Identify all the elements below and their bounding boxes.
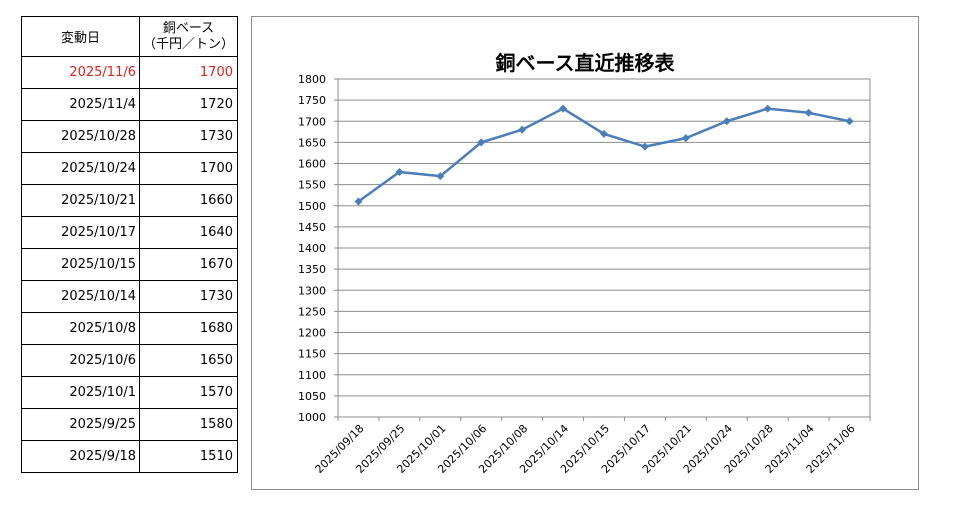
table-header-row: 変動日 銅ベース （千円／トン） [21,16,238,57]
y-tick-label: 1650 [298,136,326,149]
y-tick-label: 1150 [298,348,326,361]
chart-area: 銅ベース直近推移表 1000 1050 1100 1150 1200 1250 1300 13… [251,16,919,490]
value-header-line2: （千円／トン） [142,36,234,52]
row-value: 1510 [139,440,238,473]
table-row: 2025/11/4 1720 [21,88,238,121]
table-row: 2025/10/24 1700 [21,152,238,185]
row-value: 1730 [139,280,238,313]
row-value: 1670 [139,248,238,281]
series-line [357,107,850,203]
y-tick-label: 1000 [298,411,326,424]
row-date: 2025/10/8 [21,312,140,345]
data-point [518,125,527,134]
row-value: 1720 [139,88,238,121]
y-tick-label: 1300 [298,284,326,297]
date-column-header: 変動日 [21,16,140,57]
price-table: 変動日 銅ベース （千円／トン） 2025/11/6 1700 2025/11/4 1… [21,16,238,473]
row-date: 2025/10/15 [21,248,140,281]
data-point [395,167,404,176]
row-date: 2025/10/6 [21,344,140,377]
value-header-line1: 銅ベース [162,20,215,36]
value-column-header: 銅ベース （千円／トン） [139,16,238,57]
y-tick-label: 1550 [298,179,326,192]
row-date: 2025/9/25 [21,408,140,441]
row-value: 1570 [139,376,238,409]
table-row: 2025/10/6 1650 [21,344,238,377]
table-row: 2025/10/21 1660 [21,184,238,217]
data-point [804,108,813,117]
y-tick-label: 1700 [298,115,326,128]
data-point [436,172,445,181]
row-date: 2025/10/21 [21,184,140,217]
row-date: 2025/10/24 [21,152,140,185]
y-tick-label: 1200 [298,327,326,340]
row-value: 1650 [139,344,238,377]
row-value: 1730 [139,120,238,153]
row-value: 1580 [139,408,238,441]
row-date: 2025/10/28 [21,120,140,153]
data-point [845,117,854,126]
y-tick-label: 1400 [298,242,326,255]
data-point [640,142,649,151]
row-date: 2025/10/17 [21,216,140,249]
table-row: 2025/9/25 1580 [21,408,238,441]
row-value: 1660 [139,184,238,217]
row-value: 1700 [139,56,238,89]
data-point [722,117,731,126]
row-date: 2025/10/14 [21,280,140,313]
table-row: 2025/10/8 1680 [21,312,238,345]
line-chart: 1000 1050 1100 1150 1200 1250 1300 1350 1400 1450… [298,73,871,476]
chart-title: 銅ベース直近推移表 [495,51,675,75]
data-point [600,129,608,138]
row-date: 2025/11/6 [21,56,140,89]
y-tick-label: 1750 [298,94,326,107]
data-point [559,104,568,113]
row-value: 1680 [139,312,238,345]
row-date: 2025/11/4 [21,88,140,121]
table-row: 2025/10/17 1640 [21,216,238,249]
table-row: 2025/10/1 1570 [21,376,238,409]
y-tick-label: 1600 [298,158,326,171]
y-tick-label: 1500 [298,200,326,213]
row-date: 2025/9/18 [21,440,140,473]
y-tick-label: 1800 [298,73,326,86]
table-row: 2025/9/18 1510 [21,440,238,473]
data-point [354,197,363,206]
y-tick-label: 1100 [298,369,326,382]
table-row: 2025/10/14 1730 [21,280,238,313]
y-tick-label: 1350 [298,263,326,276]
y-tick-label: 1450 [298,221,326,234]
table-row: 2025/11/6 1700 [21,56,238,89]
row-date: 2025/10/1 [21,376,140,409]
data-point [681,134,690,143]
table-body: 変動日 銅ベース （千円／トン） 2025/11/6 1700 2025/11/4 1… [21,16,238,473]
y-tick-label: 1050 [298,390,326,403]
table-row: 2025/10/28 1730 [21,120,238,153]
row-value: 1700 [139,152,238,185]
row-value: 1640 [139,216,238,249]
table-row: 2025/10/15 1670 [21,248,238,281]
data-point [477,138,486,147]
data-point [763,104,772,113]
y-tick-label: 1250 [298,305,326,318]
